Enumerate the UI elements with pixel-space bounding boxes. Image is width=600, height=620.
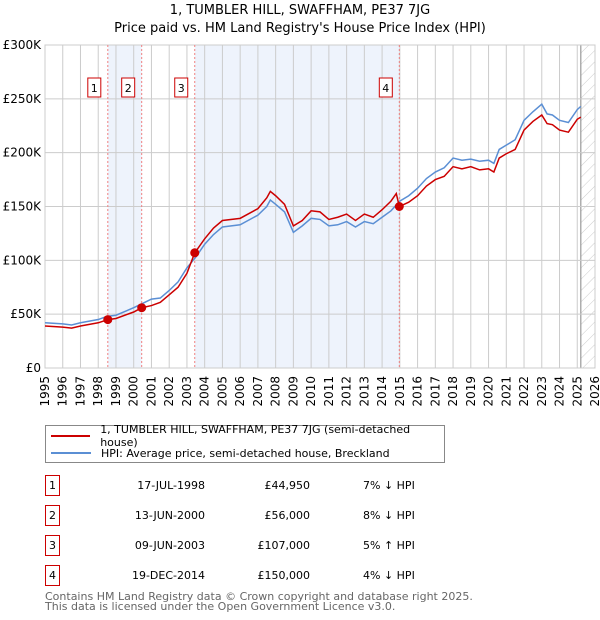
x-tick-label: 2000 — [127, 376, 141, 407]
chart-subtitle: Price paid vs. HM Land Registry's House … — [114, 21, 486, 36]
sale-label-number: 4 — [382, 82, 389, 95]
sale-label-number: 1 — [91, 82, 98, 95]
x-tick-label: 2009 — [286, 376, 300, 407]
sale-label-box — [378, 77, 393, 98]
x-tick-label: 2022 — [517, 376, 531, 407]
x-tick-label: 2001 — [144, 376, 158, 407]
sale-label-box — [174, 77, 189, 98]
sale-price: £107,000 — [257, 539, 311, 552]
footer-licence: This data is licensed under the Open Gov… — [45, 600, 396, 613]
x-tick-label: 2023 — [535, 376, 549, 407]
y-tick-label: £50K — [10, 307, 42, 321]
x-tick-label: 2020 — [482, 376, 496, 407]
sale-hpi-diff: 7% ↓ HPI — [363, 479, 415, 492]
y-tick-label: £300K — [3, 38, 43, 52]
sale-point — [190, 248, 200, 258]
hpi-line — [44, 103, 582, 326]
legend: 1, TUMBLER HILL, SWAFFHAM, PE37 7JG (sem… — [45, 423, 445, 463]
chart-title: 1, TUMBLER HILL, SWAFFHAM, PE37 7JG — [169, 3, 431, 18]
legend-swatch-hpi — [51, 452, 91, 454]
y-tick-label: £100K — [3, 253, 43, 267]
sale-date: 13-JUN-2000 — [134, 509, 205, 522]
x-tick-label: 2016 — [411, 376, 425, 407]
sale-date: 19-DEC-2014 — [131, 569, 205, 582]
sale-price: £44,950 — [264, 479, 311, 492]
sale-row: 4 19-DEC-2014 £150,000 4% ↓ HPI — [45, 565, 465, 586]
sale-label-number: 2 — [125, 82, 132, 95]
y-tick-label: £0 — [26, 361, 41, 375]
x-tick-label: 2008 — [269, 376, 283, 407]
sale-hpi-diff: 5% ↑ HPI — [363, 539, 415, 552]
x-tick-label: 2002 — [162, 376, 176, 407]
x-tick-label: 2024 — [553, 376, 567, 407]
sale-label-box — [87, 77, 102, 98]
chart-plot: 1995 1996 1997 1998 1999 2000 2001 2002 2003 2004… — [3, 38, 600, 407]
x-tick-label: 1996 — [56, 376, 70, 407]
y-tick-label: £250K — [3, 92, 43, 106]
sale-price: £56,000 — [264, 509, 311, 522]
sale-label-box — [121, 77, 136, 98]
sale-point — [103, 315, 113, 325]
x-tick-label: 2013 — [357, 376, 371, 407]
sale-number-badge: 1 — [45, 475, 60, 496]
sale-point — [394, 202, 404, 211]
x-tick-label: 2007 — [251, 376, 265, 407]
x-tick-label: 2017 — [428, 376, 442, 407]
x-tick-label: 2011 — [322, 376, 336, 407]
sale-row: 1 17-JUL-1998 £44,950 7% ↓ HPI — [45, 475, 465, 496]
sale-date: 09-JUN-2003 — [134, 539, 205, 552]
sale-row: 2 13-JUN-2000 £56,000 8% ↓ HPI — [45, 505, 465, 526]
x-tick-label: 1998 — [91, 376, 105, 407]
legend-label-property: 1, TUMBLER HILL, SWAFFHAM, PE37 7JG (sem… — [100, 423, 411, 449]
sale-hpi-diff: 8% ↓ HPI — [363, 509, 415, 522]
sale-label-number: 3 — [178, 82, 185, 95]
x-tick-label: 2018 — [446, 376, 460, 407]
sale-row: 3 09-JUN-2003 £107,000 5% ↑ HPI — [45, 535, 465, 556]
x-tick-label: 2014 — [375, 376, 389, 407]
x-tick-label: 2026 — [588, 376, 600, 407]
plot-frame — [44, 44, 596, 369]
y-tick-label: £150K — [3, 200, 43, 214]
x-tick-label: 2025 — [570, 376, 584, 407]
sale-number-badge: 2 — [45, 505, 60, 526]
x-tick-label: 1997 — [73, 376, 87, 407]
sale-number-badge: 3 — [45, 535, 60, 556]
footer-copyright: Contains HM Land Registry data © Crown c… — [45, 590, 473, 603]
x-tick-label: 2006 — [233, 376, 247, 407]
sale-price: £150,000 — [257, 569, 311, 582]
sale-number-badge: 4 — [45, 565, 60, 586]
x-tick-label: 2003 — [180, 376, 194, 407]
legend-label-hpi: HPI: Average price, semi-detached house,… — [101, 446, 390, 460]
x-tick-label: 2012 — [340, 376, 354, 407]
x-tick-label: 2019 — [464, 376, 478, 407]
x-tick-label: 1999 — [109, 376, 123, 407]
legend-swatch-property — [51, 435, 91, 437]
sale-hpi-diff: 4% ↓ HPI — [363, 569, 415, 582]
x-tick-label: 1995 — [38, 376, 52, 407]
price-paid-line — [44, 113, 582, 329]
x-tick-label: 2021 — [499, 376, 513, 407]
x-tick-label: 2004 — [198, 376, 212, 407]
y-tick-label: £200K — [3, 146, 43, 160]
sale-date: 17-JUL-1998 — [137, 479, 205, 492]
sale-point — [137, 303, 147, 313]
x-tick-label: 2015 — [393, 376, 407, 407]
x-tick-label: 2010 — [304, 376, 318, 407]
x-tick-label: 2005 — [215, 376, 229, 407]
